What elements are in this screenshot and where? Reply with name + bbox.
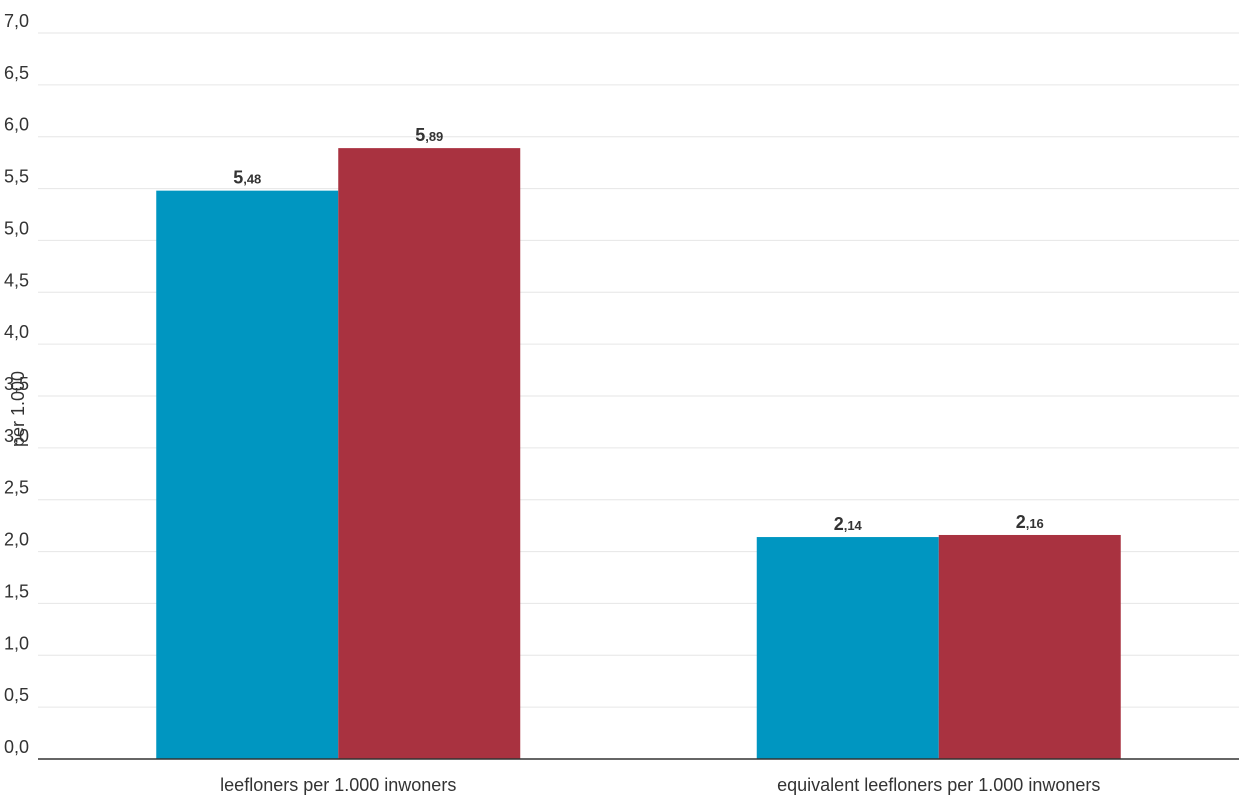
y-tick-label: 7,0: [4, 11, 29, 31]
y-tick-label: 4,0: [4, 322, 29, 342]
y-tick-label: 4,5: [4, 270, 29, 290]
data-label: 5,89: [415, 125, 443, 145]
bar: [756, 537, 939, 759]
x-tick-label: equivalent leefloners per 1.000 inwoners: [777, 775, 1100, 795]
data-labels: 5,48 5,89 2,14 2,16: [233, 125, 1044, 534]
y-tick-label: 5,5: [4, 167, 29, 187]
y-tick-label: 5,0: [4, 218, 29, 238]
y-tick-label: 1,0: [4, 633, 29, 653]
y-tick-label: 1,5: [4, 581, 29, 601]
y-tick-label: 0,5: [4, 685, 29, 705]
y-tick-label: 6,5: [4, 63, 29, 83]
y-tick-label: 6,0: [4, 115, 29, 135]
bar: [156, 190, 339, 759]
y-axis-label: per 1.000: [8, 371, 28, 447]
data-label: 5,48: [233, 168, 261, 188]
y-tick-label: 0,0: [4, 737, 29, 757]
y-tick-labels: 0,0 0,5 1,0 1,5 2,0 2,5 3,0 3,5 4,0 4,5 5,0 5,5 6,0 6…: [4, 11, 29, 757]
y-tick-label: 3,5: [4, 374, 29, 394]
x-tick-label: leefloners per 1.000 inwoners: [220, 775, 456, 795]
y-tick-label: 2,0: [4, 530, 29, 550]
y-tick-label: 3,0: [4, 426, 29, 446]
bar: [938, 534, 1121, 759]
bar: [338, 148, 521, 759]
x-tick-labels: leefloners per 1.000 inwoners equivalent …: [220, 775, 1100, 795]
y-tick-label: 2,5: [4, 478, 29, 498]
data-label: 2,14: [834, 514, 863, 534]
bars: [156, 148, 1121, 759]
data-label: 2,16: [1016, 512, 1044, 532]
